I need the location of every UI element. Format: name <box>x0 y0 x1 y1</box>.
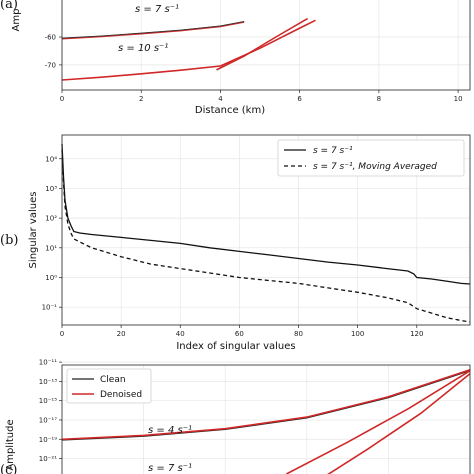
panel-b-series-line <box>61 143 471 285</box>
panel-c-series-line <box>286 370 470 474</box>
panel-c: 10⁻¹¹ 10⁻¹³ 10⁻¹⁵ 10⁻¹⁷ 10⁻¹⁹ 10⁻²¹ Clean Denoi… <box>0 359 471 474</box>
panel-c-ytick-label: 10⁻¹⁷ <box>39 416 57 424</box>
panel-c-series-line <box>62 369 470 441</box>
panel-b-ytick-label: 10² <box>45 215 57 223</box>
panel-c-ytick-label: 10⁻¹⁵ <box>39 397 57 405</box>
panel-b-legend-label: s = 7 s⁻¹ <box>313 146 353 156</box>
panel-a-series-line <box>62 21 245 40</box>
panel-a-series-line <box>62 20 245 39</box>
panel-b-xtick-label: 20 <box>117 330 126 338</box>
panel-b-ytick-label: 10¹ <box>45 244 57 252</box>
panel-b-xtick-label: 0 <box>60 330 64 338</box>
panel-c-label: (c) <box>0 463 17 474</box>
panel-a-series-line <box>62 19 316 81</box>
panel-a-series-group <box>62 17 316 81</box>
panel-a-xtick-label: 6 <box>297 95 302 103</box>
panel-b-xlabel: Index of singular values <box>176 341 295 352</box>
panel-b-xtick-label: 120 <box>410 330 423 338</box>
panel-c-series-line <box>327 373 470 474</box>
panel-b-ytick-label: 10⁻¹ <box>42 304 58 312</box>
panel-a-ytick-label: -70 <box>45 61 56 69</box>
panel-b: 0 20 40 60 80 100 120 10⁴ 10³ 10² 10¹ 10⁰ 10⁻¹ s = 7 … <box>0 134 471 352</box>
panel-b-frame <box>61 134 471 326</box>
panel-a-xtick-label: 10 <box>454 95 463 103</box>
panel-b-xtick-label: 100 <box>351 330 364 338</box>
panel-b-ytick-label: 10³ <box>45 185 57 193</box>
panel-b-label: (b) <box>0 233 18 248</box>
panel-a-ylabel: Amp <box>11 9 22 32</box>
panel-a-frame <box>61 0 471 91</box>
panel-b-xtick-label: 60 <box>235 330 244 338</box>
panel-a-xtick-label: 4 <box>218 95 223 103</box>
panel-c-annotation: s = 4 s⁻¹ <box>148 425 192 436</box>
panel-a-label: (a) <box>0 0 18 12</box>
panel-c-series-group <box>62 369 470 474</box>
panel-c-legend-label: Denoised <box>100 390 142 400</box>
panel-b-ytick-label: 10⁰ <box>45 274 57 282</box>
panel-c-ytick-label: 10⁻¹⁹ <box>39 436 57 444</box>
panel-a-annotation: s = 7 s⁻¹ <box>135 4 179 15</box>
panel-a-annotation: s = 10 s⁻¹ <box>118 43 168 54</box>
panel-c-frame <box>61 364 471 474</box>
panel-c-annotation: s = 7 s⁻¹ <box>148 463 192 474</box>
panel-b-series-moving-averaged <box>61 149 471 323</box>
panel-c-ylabel: Amplitude <box>5 419 16 470</box>
panel-a-xtick-label: 2 <box>139 95 143 103</box>
panel-a-series-line <box>216 17 309 71</box>
panel-c-legend-label: Clean <box>100 375 126 385</box>
panel-c-ytick-label: 10⁻¹¹ <box>39 359 57 367</box>
panel-b-xtick-label: 80 <box>294 330 303 338</box>
panel-c-ytick-label: 10⁻¹³ <box>39 378 57 386</box>
panel-a-xtick-label: 0 <box>60 95 64 103</box>
panel-a-xlabel: Distance (km) <box>195 105 265 116</box>
panel-a-ytick-label: -60 <box>45 34 56 42</box>
panel-b-ytick-label: 10⁴ <box>45 155 57 163</box>
panel-a-xtick-label: 8 <box>377 95 381 103</box>
panel-a: 0 2 4 6 8 10 -60 -70 s = 7 s⁻¹ s = 10 s⁻¹ Distance… <box>0 0 471 116</box>
panel-c-series-line <box>62 370 470 441</box>
panel-b-xtick-label: 40 <box>176 330 185 338</box>
panel-b-legend-label: s = 7 s⁻¹, Moving Averaged <box>313 162 437 172</box>
panel-c-ytick-label: 10⁻²¹ <box>39 455 57 463</box>
panel-b-legend-box <box>277 139 465 177</box>
panel-b-ylabel: Singular values <box>28 192 39 269</box>
